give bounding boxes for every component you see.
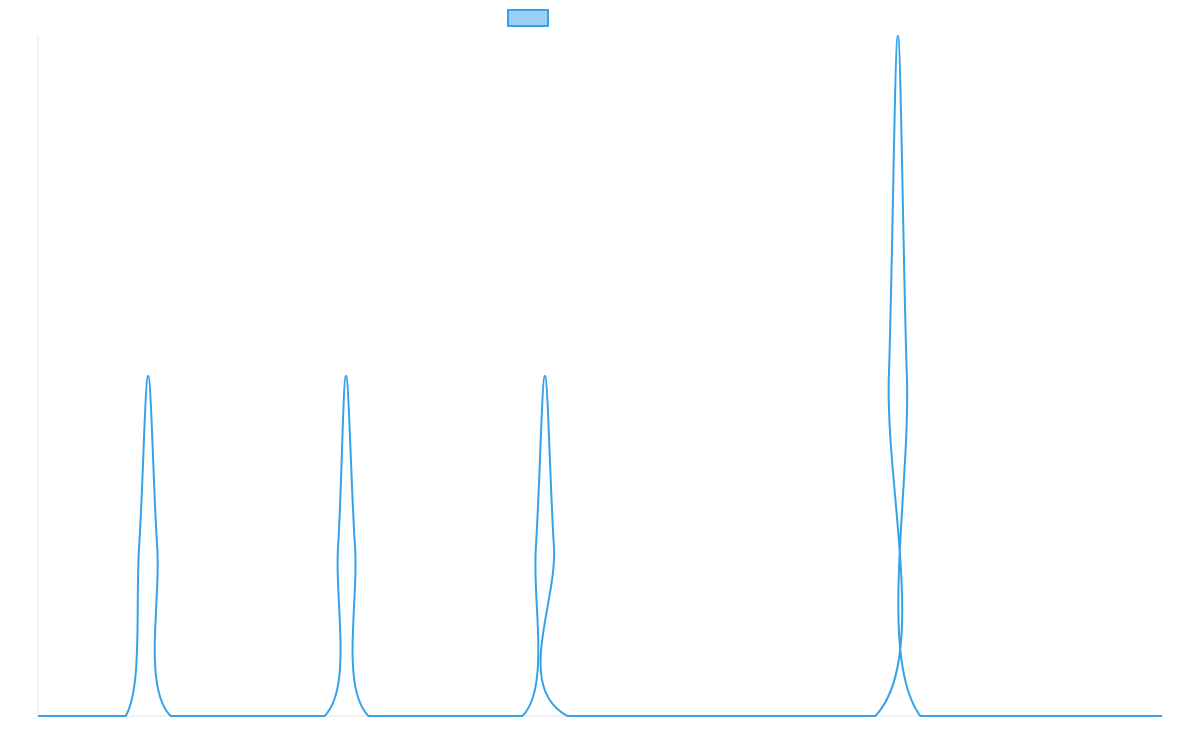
data-point[interactable] [551,543,557,549]
data-point[interactable] [533,543,539,549]
data-point[interactable] [136,543,142,549]
data-point[interactable] [895,33,901,39]
data-point[interactable] [917,713,923,719]
data-point[interactable] [168,713,174,719]
data-point[interactable] [154,543,160,549]
data-point[interactable] [352,543,358,549]
data-point[interactable] [542,373,548,379]
legend-swatch[interactable] [507,9,549,27]
series-group [35,33,1165,719]
data-point[interactable] [1159,713,1165,719]
series-line [38,35,1162,718]
data-point[interactable] [145,373,151,379]
data-point[interactable] [886,373,892,379]
legend[interactable] [507,9,549,27]
data-point[interactable] [519,713,525,719]
axes [37,36,1162,717]
data-point[interactable] [335,543,341,549]
data-point[interactable] [322,713,328,719]
data-point[interactable] [35,713,41,719]
data-point[interactable] [564,713,570,719]
data-point[interactable] [904,373,910,379]
data-point[interactable] [123,713,129,719]
data-point[interactable] [343,373,349,379]
data-point[interactable] [872,713,878,719]
data-point[interactable] [365,713,371,719]
